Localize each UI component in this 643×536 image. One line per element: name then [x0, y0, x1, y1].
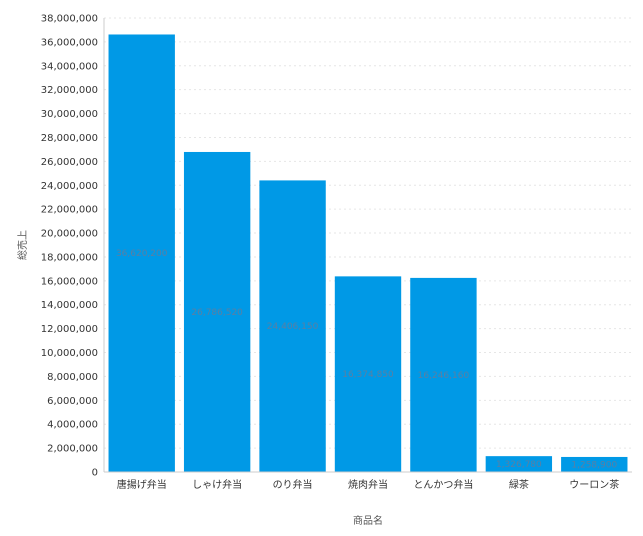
- x-category-label: ウーロン茶: [569, 478, 619, 491]
- bar[interactable]: [334, 276, 402, 472]
- grid-lines: [104, 17, 632, 449]
- x-category-label: 緑茶: [509, 478, 529, 491]
- bar-value-label: 26,786,520: [191, 308, 243, 318]
- x-axis-title: 商品名: [353, 514, 383, 527]
- bar-value-label: 1,258,900: [571, 460, 617, 470]
- bar-value-label: 16,374,850: [342, 370, 394, 380]
- y-tick-label: 36,000,000: [41, 37, 98, 48]
- y-tick-label: 8,000,000: [47, 372, 98, 383]
- y-tick-label: 10,000,000: [41, 348, 98, 359]
- x-axis-categories: 唐揚げ弁当 しゃけ弁当 のり弁当 焼肉弁当 とんかつ弁当 緑茶 ウーロン茶: [117, 478, 620, 491]
- y-tick-label: 16,000,000: [41, 276, 98, 287]
- x-category-label: 焼肉弁当: [348, 478, 388, 491]
- bar[interactable]: [485, 456, 553, 472]
- x-category-label: 唐揚げ弁当: [117, 478, 167, 491]
- y-tick-label: 38,000,000: [41, 14, 98, 25]
- bar[interactable]: [183, 151, 251, 473]
- x-category-label: のり弁当: [273, 478, 313, 491]
- bar[interactable]: [561, 456, 628, 472]
- y-tick-label: 22,000,000: [41, 205, 98, 216]
- y-tick-label: 26,000,000: [41, 157, 98, 168]
- y-tick-label: 12,000,000: [41, 324, 98, 335]
- x-category-label: とんかつ弁当: [413, 478, 473, 491]
- y-tick-label: 24,000,000: [41, 181, 98, 192]
- y-tick-label: 0: [92, 468, 98, 479]
- bar-value-label: 1,326,780: [496, 460, 542, 470]
- y-tick-label: 2,000,000: [47, 444, 98, 455]
- y-tick-label: 30,000,000: [41, 109, 98, 120]
- y-tick-label: 6,000,000: [47, 396, 98, 407]
- bar[interactable]: [259, 180, 326, 472]
- y-tick-label: 20,000,000: [41, 229, 98, 240]
- y-tick-label: 18,000,000: [41, 252, 98, 263]
- bar-value-label: 36,620,200: [116, 249, 168, 259]
- bar-value-label: 16,246,160: [418, 371, 470, 381]
- y-axis-title: 総売上: [16, 230, 29, 260]
- bar[interactable]: [410, 277, 477, 472]
- bar-value-label: 24,406,150: [267, 322, 319, 332]
- bars: 36,620,200 26,786,520 24,406,150 16,374,850…: [108, 34, 628, 473]
- y-tick-label: 14,000,000: [41, 300, 98, 311]
- y-tick-label: 28,000,000: [41, 133, 98, 144]
- y-tick-label: 4,000,000: [47, 420, 98, 431]
- x-category-label: しゃけ弁当: [192, 478, 242, 491]
- y-tick-label: 32,000,000: [41, 85, 98, 96]
- bar[interactable]: [108, 34, 175, 472]
- y-axis-ticks: 0 2,000,000 4,000,000 6,000,000 8,000,000 10,…: [41, 14, 98, 479]
- y-tick-label: 34,000,000: [41, 61, 98, 72]
